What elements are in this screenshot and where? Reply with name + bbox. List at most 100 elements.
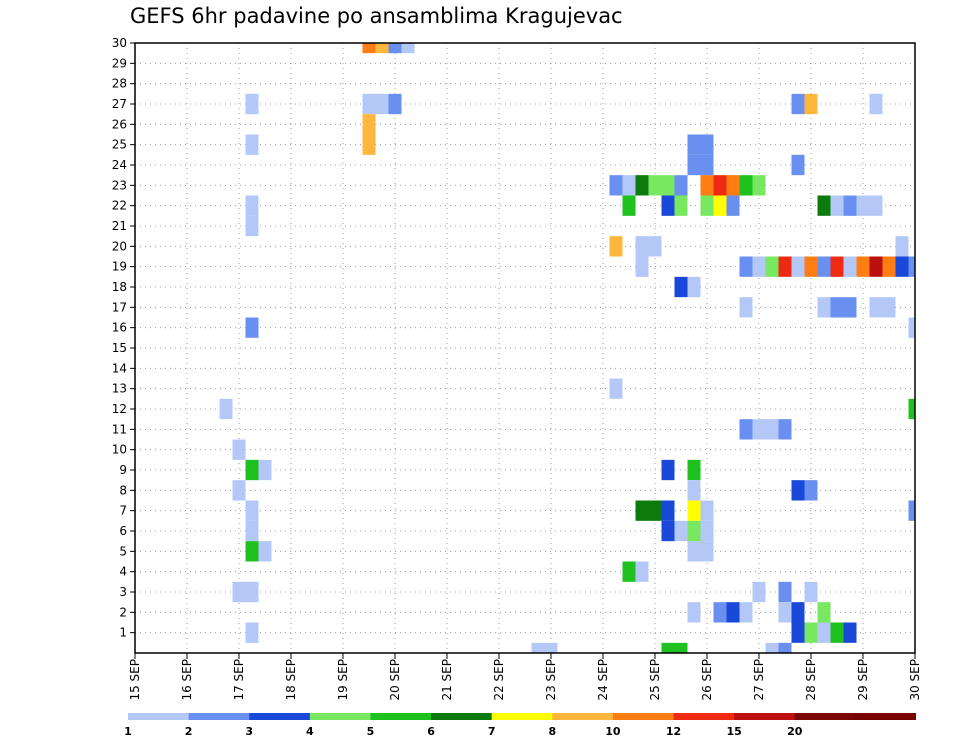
x-tick-label: 22 SEP: [492, 659, 506, 701]
heatmap-cell: [804, 581, 818, 603]
heatmap-cell: [765, 256, 779, 277]
x-tick-label: 30 SEP: [908, 659, 922, 701]
heatmap-cell: [817, 622, 831, 643]
heatmap-cell: [700, 520, 714, 542]
y-tick-label: 20: [112, 239, 127, 253]
x-tick-label: 26 SEP: [700, 659, 714, 701]
y-tick-label: 13: [112, 382, 127, 396]
heatmap-cell: [739, 256, 753, 277]
heatmap-cell: [700, 500, 714, 521]
heatmap-cell: [739, 419, 753, 440]
heatmap-cell: [830, 622, 844, 643]
x-tick-label: 28 SEP: [804, 659, 818, 701]
y-tick-label: 17: [112, 300, 127, 314]
legend-swatch: [370, 713, 432, 720]
heatmap-cell: [674, 195, 688, 216]
heatmap-cell: [700, 175, 714, 196]
legend-swatch: [431, 713, 493, 720]
heatmap-cell: [804, 93, 818, 115]
heatmap-cell: [245, 500, 259, 521]
legend-swatch: [552, 713, 614, 720]
heatmap-cell: [843, 622, 857, 643]
heatmap-cell: [635, 500, 649, 521]
legend-swatch: [612, 713, 675, 720]
legend-swatch: [794, 713, 856, 720]
heatmap-cell: [375, 93, 389, 115]
heatmap-cell: [817, 602, 831, 623]
heatmap-cell: [869, 195, 883, 216]
heatmap-cell: [674, 175, 688, 196]
heatmap-cells: [219, 43, 915, 653]
heatmap-cell: [674, 642, 688, 653]
legend-swatch: [491, 713, 553, 720]
x-tick-label: 15 SEP: [128, 659, 142, 701]
heatmap-cell: [687, 520, 701, 542]
legend-label: 15: [726, 725, 741, 738]
heatmap-cell: [219, 398, 233, 420]
heatmap-cell: [648, 175, 662, 196]
heatmap-cell: [804, 480, 818, 501]
heatmap-cell: [375, 43, 389, 54]
heatmap-cell: [817, 195, 831, 216]
heatmap-cell: [869, 297, 883, 318]
heatmap-cell: [908, 256, 915, 277]
heatmap-cell: [752, 581, 766, 603]
heatmap-cell: [726, 602, 740, 623]
heatmap-cell: [700, 154, 714, 176]
y-tick-label: 3: [119, 585, 127, 599]
legend-swatch: [734, 713, 796, 720]
y-tick-label: 12: [112, 402, 127, 416]
heatmap-cell: [245, 581, 259, 603]
heatmap-cell: [752, 175, 766, 196]
heatmap-cell: [843, 297, 857, 318]
heatmap-cell: [245, 134, 259, 155]
heatmap-cell: [609, 175, 623, 196]
y-tick-label: 8: [119, 483, 127, 497]
heatmap-cell: [843, 195, 857, 216]
heatmap-cell: [700, 134, 714, 155]
heatmap-cell: [661, 459, 675, 481]
y-tick-label: 21: [112, 219, 127, 233]
heatmap-cell: [661, 642, 675, 653]
legend-swatch: [309, 713, 371, 720]
heatmap-cell: [817, 297, 831, 318]
x-tick-label: 29 SEP: [856, 659, 870, 701]
heatmap-cell: [791, 154, 805, 176]
heatmap-cell: [622, 175, 636, 196]
heatmap-cell: [258, 541, 272, 562]
heatmap-cell: [648, 236, 662, 257]
heatmap-cell: [778, 581, 792, 603]
legend-label: 2: [185, 725, 193, 738]
y-tick-label: 10: [112, 443, 127, 457]
heatmap-cell: [687, 602, 701, 623]
y-tick-label: 15: [112, 341, 127, 355]
heatmap-cell: [778, 642, 792, 653]
chart-title: GEFS 6hr padavine po ansamblima Kragujev…: [130, 4, 623, 28]
heatmap-cell: [882, 256, 896, 277]
legend-label: 3: [245, 725, 253, 738]
heatmap-cell: [778, 419, 792, 440]
y-tick-label: 4: [119, 565, 127, 579]
heatmap-cell: [700, 541, 714, 562]
heatmap-cell: [687, 480, 701, 501]
heatmap-cell: [661, 500, 675, 521]
y-tick-label: 28: [112, 77, 127, 91]
heatmap-cell: [635, 256, 649, 277]
legend-swatch: [673, 713, 735, 720]
heatmap-cell: [765, 642, 779, 653]
heatmap-cell: [765, 419, 779, 440]
heatmap-cell: [869, 256, 883, 277]
heatmap-cell: [830, 195, 844, 216]
heatmap-cell: [544, 642, 558, 653]
heatmap-cell: [830, 256, 844, 277]
legend-label: 7: [488, 725, 496, 738]
heatmap-cell: [245, 520, 259, 542]
heatmap-cell: [830, 297, 844, 318]
heatmap-cell: [245, 215, 259, 237]
heatmap-cell: [531, 642, 545, 653]
heatmap-cell: [232, 480, 246, 501]
y-tick-label: 2: [119, 605, 127, 619]
y-tick-label: 1: [119, 626, 127, 640]
y-tick-label: 25: [112, 138, 127, 152]
